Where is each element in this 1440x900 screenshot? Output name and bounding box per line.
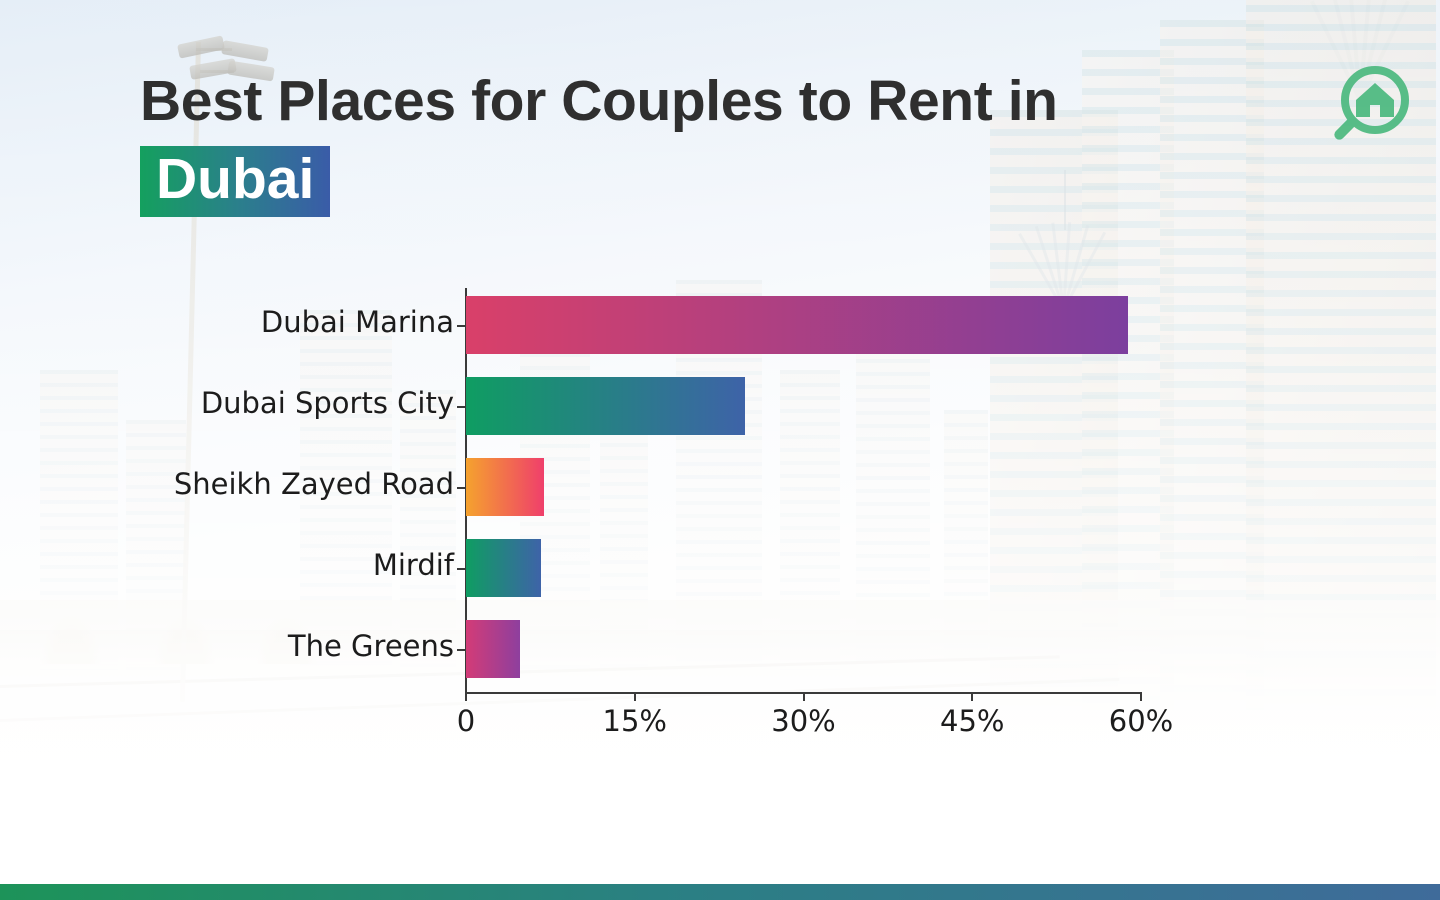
category-label: Sheikh Zayed Road (173, 467, 454, 501)
category-label: Mirdif (372, 548, 454, 582)
x-axis-tick-label: 60% (1108, 704, 1174, 738)
x-axis-tick-label: 0 (456, 704, 476, 738)
bar (466, 539, 542, 597)
x-axis-tick-label: 30% (771, 704, 836, 738)
category-label: Dubai Sports City (200, 386, 454, 420)
bar (466, 620, 520, 678)
category-tick (457, 406, 465, 408)
property-search-logo[interactable] (1318, 62, 1414, 158)
x-axis-tick (465, 692, 467, 701)
category-tick (457, 649, 465, 651)
title-highlight-badge: Dubai (140, 145, 331, 217)
bar (466, 458, 544, 516)
x-axis-tick (971, 692, 974, 701)
header: Best Places for Couples to Rent in Dubai (140, 69, 1058, 217)
x-axis-tick (633, 692, 636, 701)
category-tick (457, 487, 465, 489)
category-label: The Greens (287, 629, 454, 663)
x-axis-tick-label: 15% (602, 704, 667, 738)
bar (466, 296, 1128, 354)
footer-accent-strip (0, 884, 1440, 900)
x-axis-tick-label: 45% (940, 704, 1005, 738)
bar (466, 377, 745, 435)
category-tick (457, 568, 465, 570)
page-title: Best Places for Couples to Rent in (140, 69, 1058, 133)
x-axis-tick (1140, 692, 1142, 701)
category-tick (457, 325, 465, 327)
house-in-magnifier-icon (1334, 66, 1409, 140)
category-label: Dubai Marina (260, 305, 454, 339)
x-axis-tick (802, 692, 805, 701)
